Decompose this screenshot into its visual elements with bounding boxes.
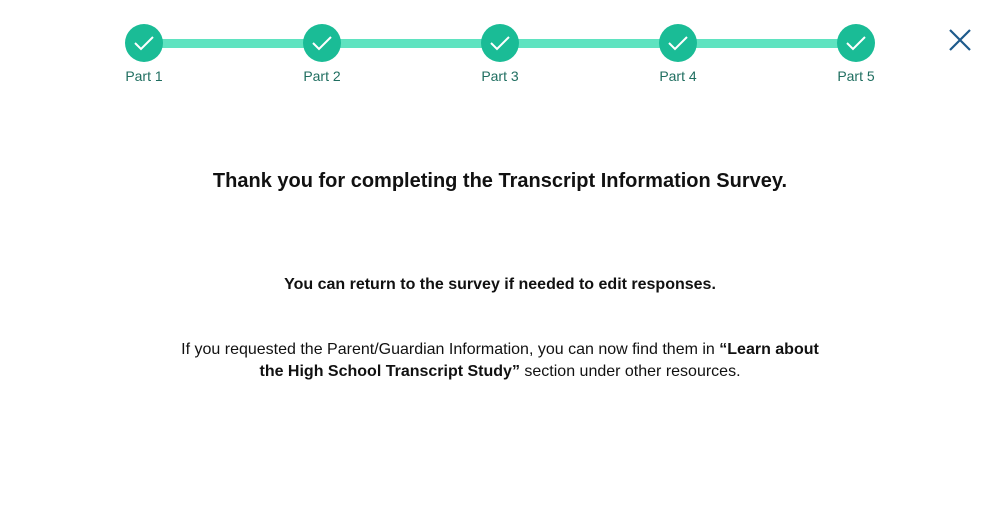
step-label: Part 4 [659,68,697,84]
check-icon [303,24,341,62]
step-part-4: Part 4 [638,24,718,84]
info-text: If you requested the Parent/Guardian Inf… [181,341,720,358]
check-icon [125,24,163,62]
info-message: If you requested the Parent/Guardian Inf… [170,339,830,383]
check-icon [837,24,875,62]
step-label: Part 5 [837,68,875,84]
step-part-3: Part 3 [460,24,540,84]
step-part-2: Part 2 [282,24,362,84]
step-label: Part 1 [125,68,163,84]
resource-section-name: “Learn about the High School Transcript … [259,341,819,380]
step-label: Part 2 [303,68,341,84]
check-icon [659,24,697,62]
step-part-1: Part 1 [104,24,184,84]
step-part-5: Part 5 [816,24,896,84]
step-label: Part 3 [481,68,519,84]
info-text-end: section under other resources. [519,363,741,380]
page-title: Thank you for completing the Transcript … [212,170,788,192]
close-icon [949,29,971,51]
close-button[interactable] [946,26,974,54]
return-message: You can return to the survey if needed t… [284,276,716,293]
check-icon [481,24,519,62]
